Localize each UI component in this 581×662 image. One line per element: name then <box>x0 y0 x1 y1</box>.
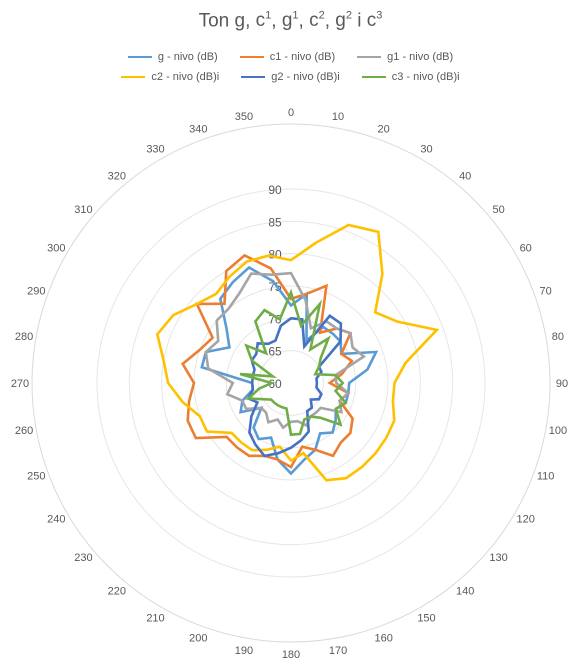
radial-tick-label: 60 <box>268 377 282 391</box>
angle-label: 180 <box>282 649 300 661</box>
angle-label: 280 <box>15 331 33 343</box>
legend-label: g1 - nivo (dB) <box>387 51 454 63</box>
legend-label: c3 - nivo (dB)i <box>391 71 460 83</box>
series-line <box>181 253 354 469</box>
angle-label: 300 <box>47 243 65 255</box>
angle-label: 270 <box>11 378 29 390</box>
radial-tick-label: 85 <box>268 215 282 229</box>
series-line <box>239 288 348 437</box>
legend-swatch <box>239 56 264 58</box>
angle-label: 20 <box>378 123 390 135</box>
angle-label: 210 <box>146 613 164 625</box>
angle-label: 320 <box>108 170 126 182</box>
legend-swatch <box>127 56 152 58</box>
angle-label: 330 <box>146 143 164 155</box>
grid-ring <box>128 220 454 546</box>
angle-label: 340 <box>189 123 207 135</box>
title-notes: g, c1, g1, c2, g2 i c3 <box>234 10 383 32</box>
angle-label: 250 <box>27 471 45 483</box>
legend-label: c1 - nivo (dB) <box>269 51 336 63</box>
outer-circle <box>31 123 551 643</box>
angle-label: 170 <box>329 645 347 657</box>
radial-tick-label: 65 <box>268 345 282 359</box>
legend-item: c3 - nivo (dB)i <box>361 71 460 83</box>
legend-item: g1 - nivo (dB) <box>357 51 453 63</box>
angle-label: 90 <box>556 378 568 390</box>
angle-label: 80 <box>552 331 564 343</box>
legend-row: c2 - nivo (dB)i g2 - nivo (dB)i c3 - nivo … <box>0 67 581 87</box>
series-line <box>155 223 440 482</box>
angle-label: 230 <box>74 552 92 564</box>
angle-label: 10 <box>332 111 344 123</box>
angle-label: 190 <box>235 645 253 657</box>
angle-label: 350 <box>235 111 253 123</box>
title-note: i <box>357 10 362 32</box>
angle-label: 150 <box>417 613 435 625</box>
grid-ring <box>96 188 486 578</box>
angle-label: 310 <box>74 204 92 216</box>
title-note: g <box>234 10 246 32</box>
chart-title: Ton g, c1, g1, c2, g2 i c3 <box>0 10 581 32</box>
legend-item: g - nivo (dB) <box>127 51 218 63</box>
angle-label: 240 <box>47 514 65 526</box>
title-note: c1 <box>255 10 272 32</box>
title-text: Ton <box>198 10 230 32</box>
angle-label: 60 <box>520 243 532 255</box>
grid-ring <box>161 253 421 513</box>
radial-tick-label: 90 <box>268 183 282 197</box>
angle-label: 70 <box>540 285 552 297</box>
title-note: c3 <box>366 10 383 32</box>
angle-label: 290 <box>27 285 45 297</box>
legend-item: g2 - nivo (dB)i <box>241 71 340 83</box>
angle-label: 120 <box>517 514 535 526</box>
angle-label: 260 <box>15 425 33 437</box>
angle-label: 200 <box>189 633 207 645</box>
legend-swatch <box>361 76 386 78</box>
legend-item: c1 - nivo (dB) <box>239 51 336 63</box>
legend-item: c2 - nivo (dB)i <box>121 71 219 83</box>
legend-label: g - nivo (dB) <box>157 51 218 63</box>
legend-row: g - nivo (dB) c1 - nivo (dB) g1 - nivo (dB… <box>0 47 581 67</box>
angle-label: 50 <box>492 204 504 216</box>
legend-swatch <box>357 56 382 58</box>
series-line <box>204 271 367 430</box>
angle-label: 110 <box>537 471 555 483</box>
grid-ring <box>258 350 324 416</box>
angle-label: 30 <box>420 143 432 155</box>
angle-label: 130 <box>489 552 507 564</box>
title-note: g1 <box>281 10 299 32</box>
legend-label: g2 - nivo (dB)i <box>271 71 340 83</box>
angle-label: 140 <box>456 586 474 598</box>
angle-label: 160 <box>375 633 393 645</box>
legend-swatch <box>121 76 146 78</box>
angle-label: 220 <box>108 586 126 598</box>
angle-label: 40 <box>459 170 471 182</box>
title-note: c2 <box>309 10 325 32</box>
angle-label: 0 <box>288 107 294 119</box>
title-note: g2 <box>335 10 352 32</box>
legend: g - nivo (dB) c1 - nivo (dB) g1 - nivo (dB… <box>0 47 581 87</box>
angle-label: 100 <box>549 425 567 437</box>
legend-label: c2 - nivo (dB)i <box>151 71 220 83</box>
legend-swatch <box>241 76 266 78</box>
